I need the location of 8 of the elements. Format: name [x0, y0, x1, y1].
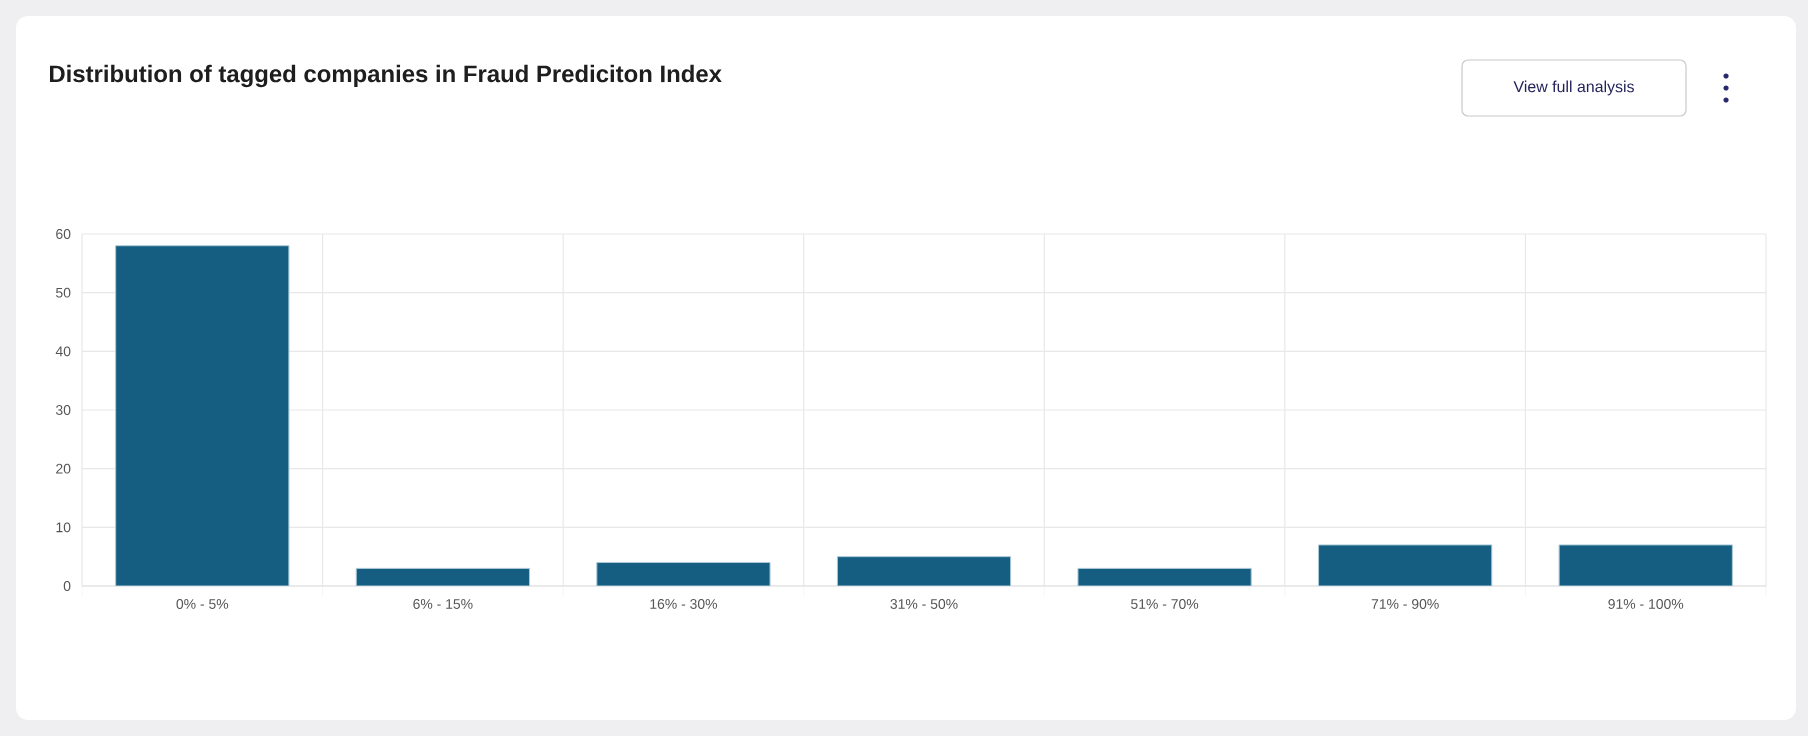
- bar: [115, 245, 290, 586]
- bar: [1558, 544, 1733, 586]
- bar: [356, 568, 530, 586]
- bar: [1318, 544, 1493, 586]
- chart-title: Distribution of tagged companies in Fraud Prediciton Index: [49, 64, 722, 88]
- bar: [836, 556, 1012, 586]
- bar: [596, 562, 771, 586]
- bar: [1077, 568, 1252, 586]
